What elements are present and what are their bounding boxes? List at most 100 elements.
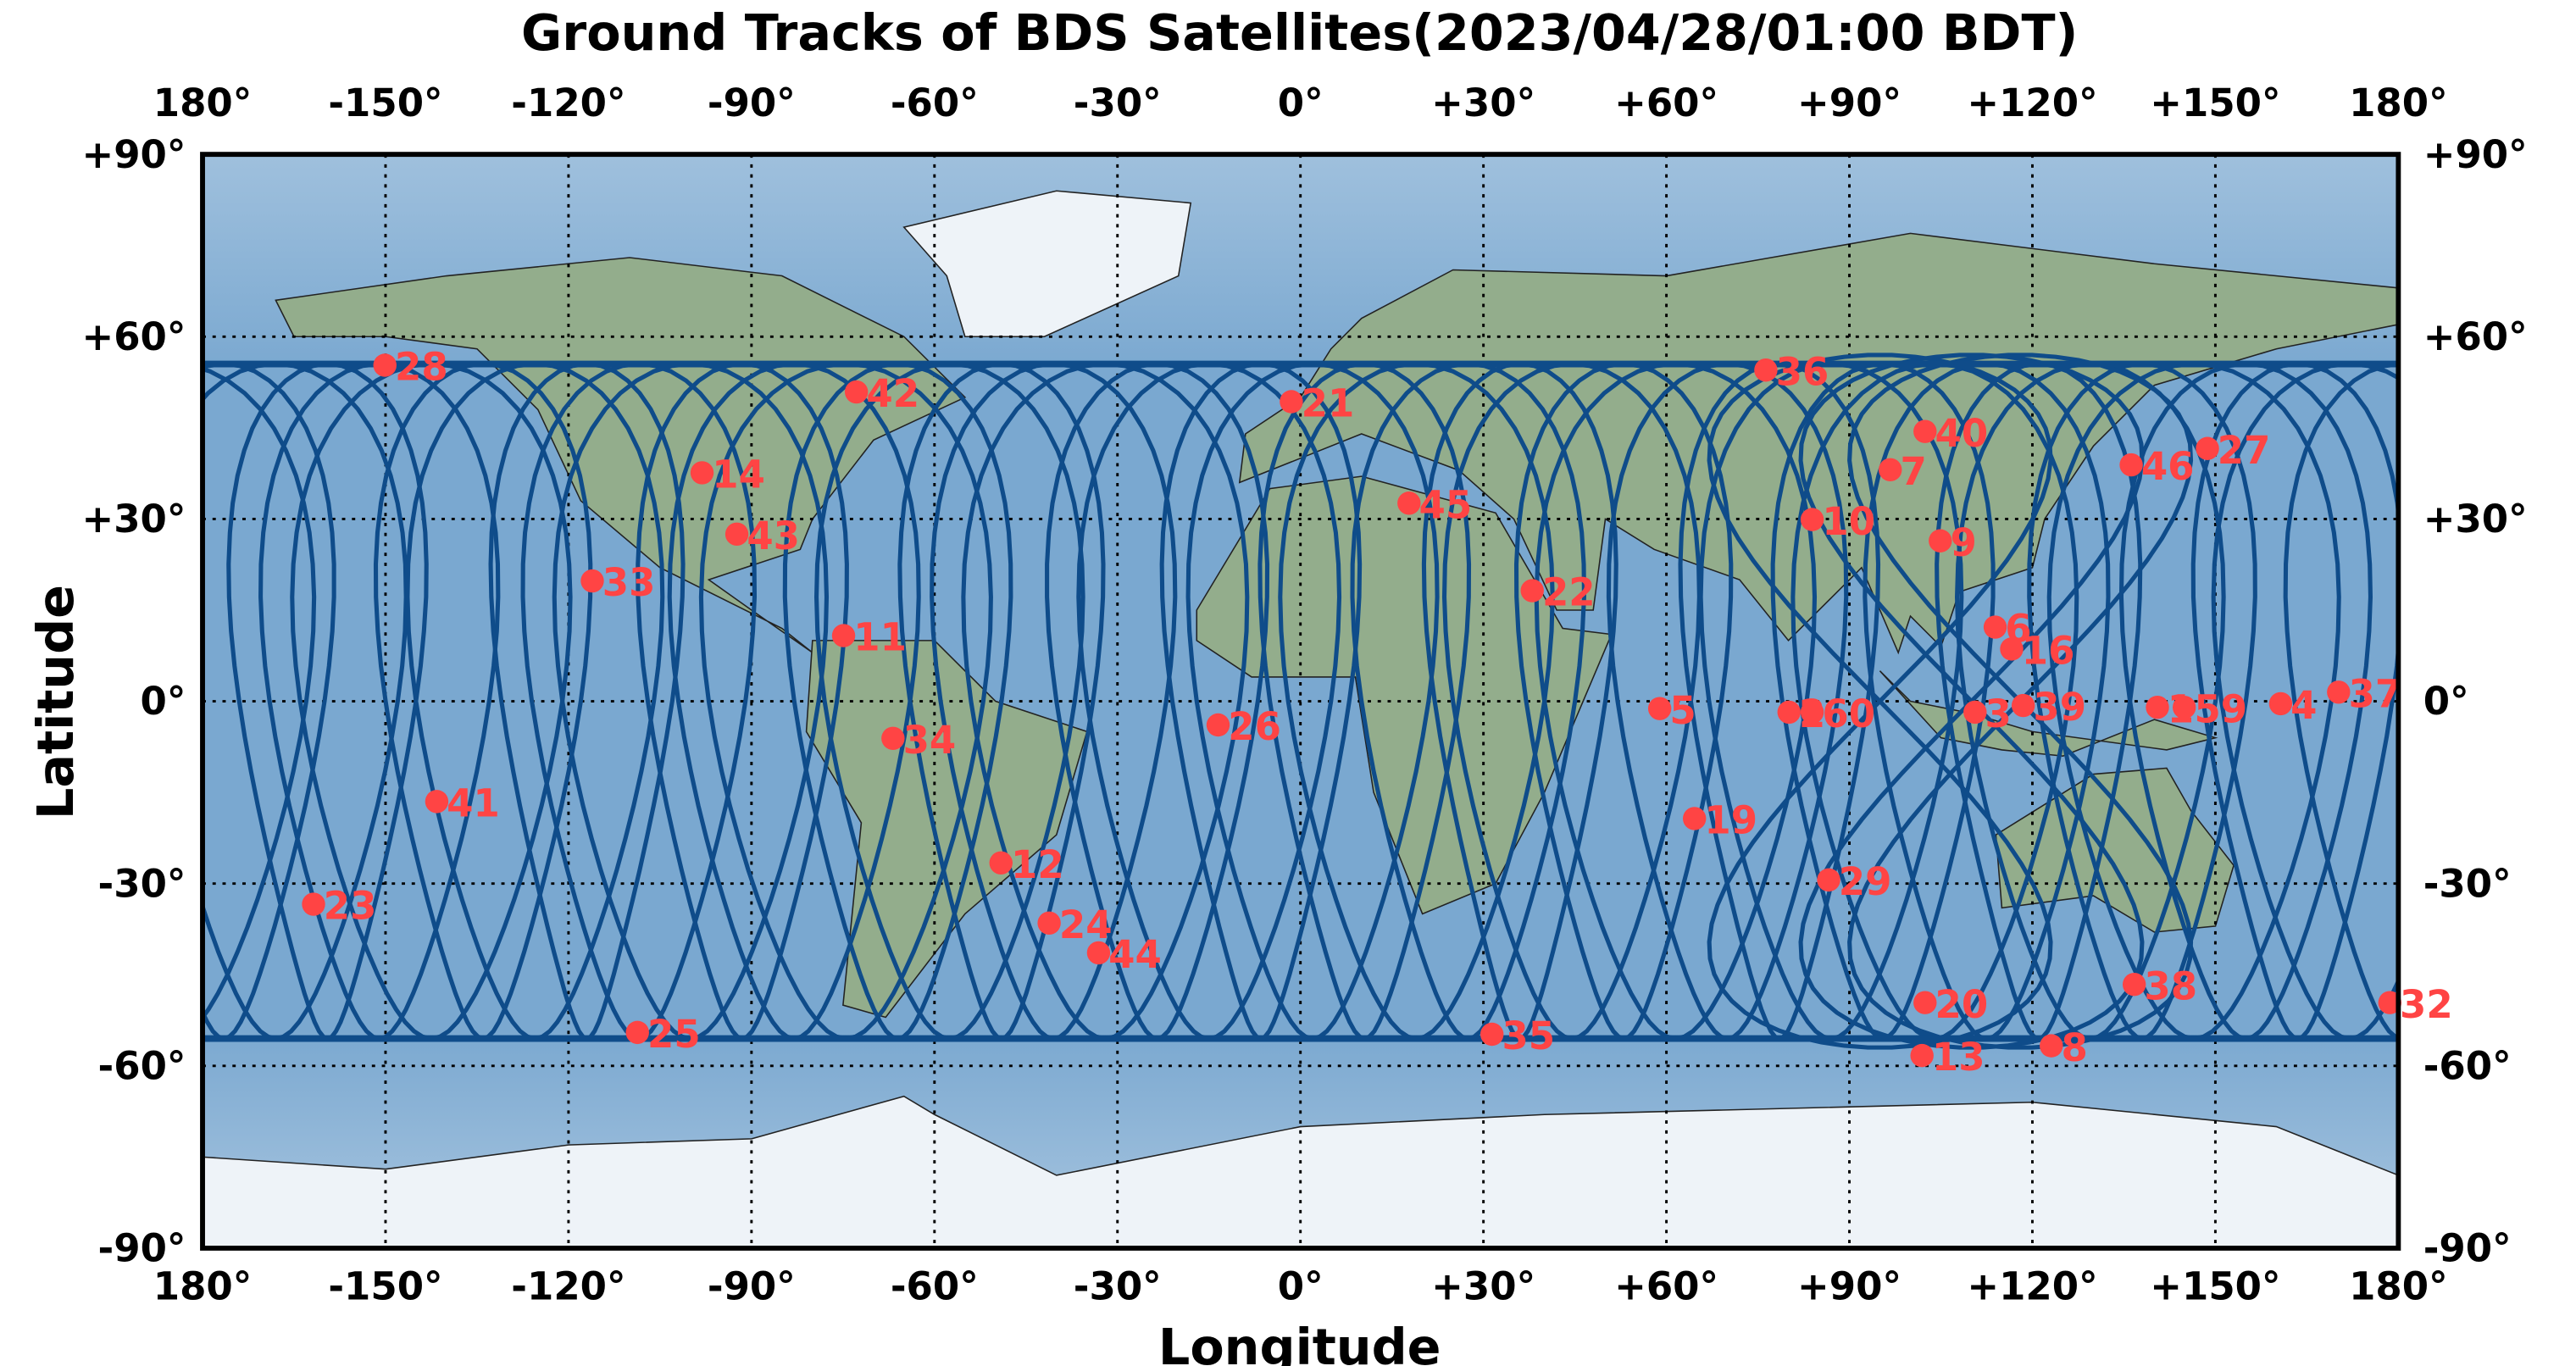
satellite-marker: 16 xyxy=(2000,629,2074,674)
satellite-point xyxy=(373,353,397,377)
satellite-label: 46 xyxy=(2141,444,2195,489)
satellite-point xyxy=(625,1020,649,1045)
x-tick-bottom: -30° xyxy=(1074,1264,1162,1309)
ground-tracks xyxy=(203,353,2399,1050)
x-tick-top: +30° xyxy=(1431,81,1535,125)
satellite-marker: 33 xyxy=(580,560,655,605)
satellite-label: 34 xyxy=(903,718,957,763)
y-tick-right: -30° xyxy=(2423,861,2512,906)
satellite-point xyxy=(1037,911,1061,935)
x-tick-top: +120° xyxy=(1967,81,2097,125)
satellite-point xyxy=(1800,700,1824,725)
y-tick-left: +90° xyxy=(82,132,186,177)
satellite-point xyxy=(1480,1022,1504,1047)
y-tick-right: +60° xyxy=(2423,314,2528,359)
satellite-point xyxy=(1206,713,1230,737)
x-tick-bottom: +90° xyxy=(1797,1264,1901,1309)
satellite-label: 23 xyxy=(324,884,377,929)
satellite-point xyxy=(580,569,604,593)
x-tick-bottom: 180° xyxy=(2349,1264,2448,1309)
satellite-point xyxy=(2172,696,2196,719)
x-tick-top: -150° xyxy=(328,81,442,125)
satellite-marker: 42 xyxy=(844,371,919,416)
satellite-marker: 38 xyxy=(2122,963,2197,1008)
satellite-marker: 46 xyxy=(2119,444,2195,489)
satellite-label: 10 xyxy=(1822,499,1875,544)
satellite-marker: 45 xyxy=(1397,482,1472,527)
satellite-point xyxy=(1913,991,1937,1014)
satellite-marker: 25 xyxy=(625,1012,701,1057)
satellite-label: 4 xyxy=(2290,683,2317,728)
satellite-marker: 22 xyxy=(1520,570,1596,615)
satellite-point xyxy=(2378,991,2401,1014)
y-tick-left: +60° xyxy=(82,314,186,359)
satellite-point xyxy=(2196,436,2219,460)
satellite-marker: 41 xyxy=(425,780,500,825)
x-tick-bottom: -150° xyxy=(328,1264,442,1309)
satellite-marker: 23 xyxy=(302,884,376,929)
satellite-label: 43 xyxy=(747,514,800,558)
satellite-point xyxy=(1682,807,1707,830)
satellite-marker: 44 xyxy=(1086,932,1162,977)
x-tick-top: -60° xyxy=(891,81,979,125)
satellite-marker: 11 xyxy=(831,615,907,660)
satellite-label: 40 xyxy=(1935,411,1989,456)
satellite-point xyxy=(2146,696,2169,719)
satellite-point xyxy=(2040,1034,2063,1058)
chart-title: Ground Tracks of BDS Satellites(2023/04/… xyxy=(521,3,2078,62)
satellite-label: 36 xyxy=(1776,349,1829,394)
satellite-point xyxy=(2327,680,2351,704)
satellite-point xyxy=(1647,697,1672,720)
satellite-point xyxy=(302,892,325,916)
satellite-marker: 14 xyxy=(690,453,765,497)
x-tick-bottom: -120° xyxy=(511,1264,625,1309)
satellite-point xyxy=(1913,419,1937,443)
x-tick-bottom: +60° xyxy=(1614,1264,1718,1309)
satellite-label: 11 xyxy=(853,615,907,660)
x-tick-top: 0° xyxy=(1278,81,1324,125)
satellite-point xyxy=(1817,868,1840,892)
satellite-point xyxy=(690,461,714,485)
satellite-point xyxy=(989,851,1013,875)
satellite-label: 20 xyxy=(1935,982,1989,1027)
x-tick-top: -30° xyxy=(1074,81,1162,125)
satellite-label: 38 xyxy=(2144,963,2197,1008)
y-tick-right: 0° xyxy=(2423,679,2469,724)
satellite-marker: 24 xyxy=(1037,902,1113,947)
satellite-marker: 32 xyxy=(2378,982,2453,1027)
greenland-landmass xyxy=(902,190,1192,338)
satellite-point xyxy=(724,522,749,547)
x-tick-top: 180° xyxy=(153,81,253,125)
satellite-point xyxy=(1086,941,1111,965)
satellite-point xyxy=(2011,693,2035,718)
x-tick-bottom: -60° xyxy=(891,1264,979,1309)
x-tick-top: +90° xyxy=(1797,81,1901,125)
x-tick-top: +60° xyxy=(1614,81,1718,125)
satellite-label: 5 xyxy=(1669,688,1696,733)
satellite-point xyxy=(844,380,869,404)
x-tick-bottom: +30° xyxy=(1431,1264,1535,1309)
x-tick-top: -120° xyxy=(511,81,625,125)
satellite-label: 7 xyxy=(1901,449,1927,494)
satellite-point xyxy=(2268,691,2293,716)
satellite-marker: 9 xyxy=(1929,520,1977,565)
satellite-label: 9 xyxy=(1951,520,1977,565)
satellite-point xyxy=(1963,700,1987,725)
satellite-point xyxy=(1983,615,2007,639)
satellite-point xyxy=(1929,529,1952,553)
satellite-point xyxy=(1777,700,1801,725)
satellite-marker: 60 xyxy=(1800,691,1875,736)
eurasia-landmass xyxy=(1238,232,2399,655)
plot-frame xyxy=(200,152,2401,1251)
satellite-marker: 19 xyxy=(1682,798,1757,843)
y-tick-left: 0° xyxy=(141,679,186,724)
satellite-point xyxy=(1280,390,1303,414)
y-tick-left: -90° xyxy=(98,1226,186,1271)
y-tick-left: -60° xyxy=(98,1043,186,1088)
satellite-marker: 7 xyxy=(1879,449,1927,494)
satellite-marker: 43 xyxy=(724,514,800,558)
satellite-marker: 4 xyxy=(2268,683,2318,728)
gridlines xyxy=(203,154,2399,1248)
satellite-label: 27 xyxy=(2218,428,2271,473)
